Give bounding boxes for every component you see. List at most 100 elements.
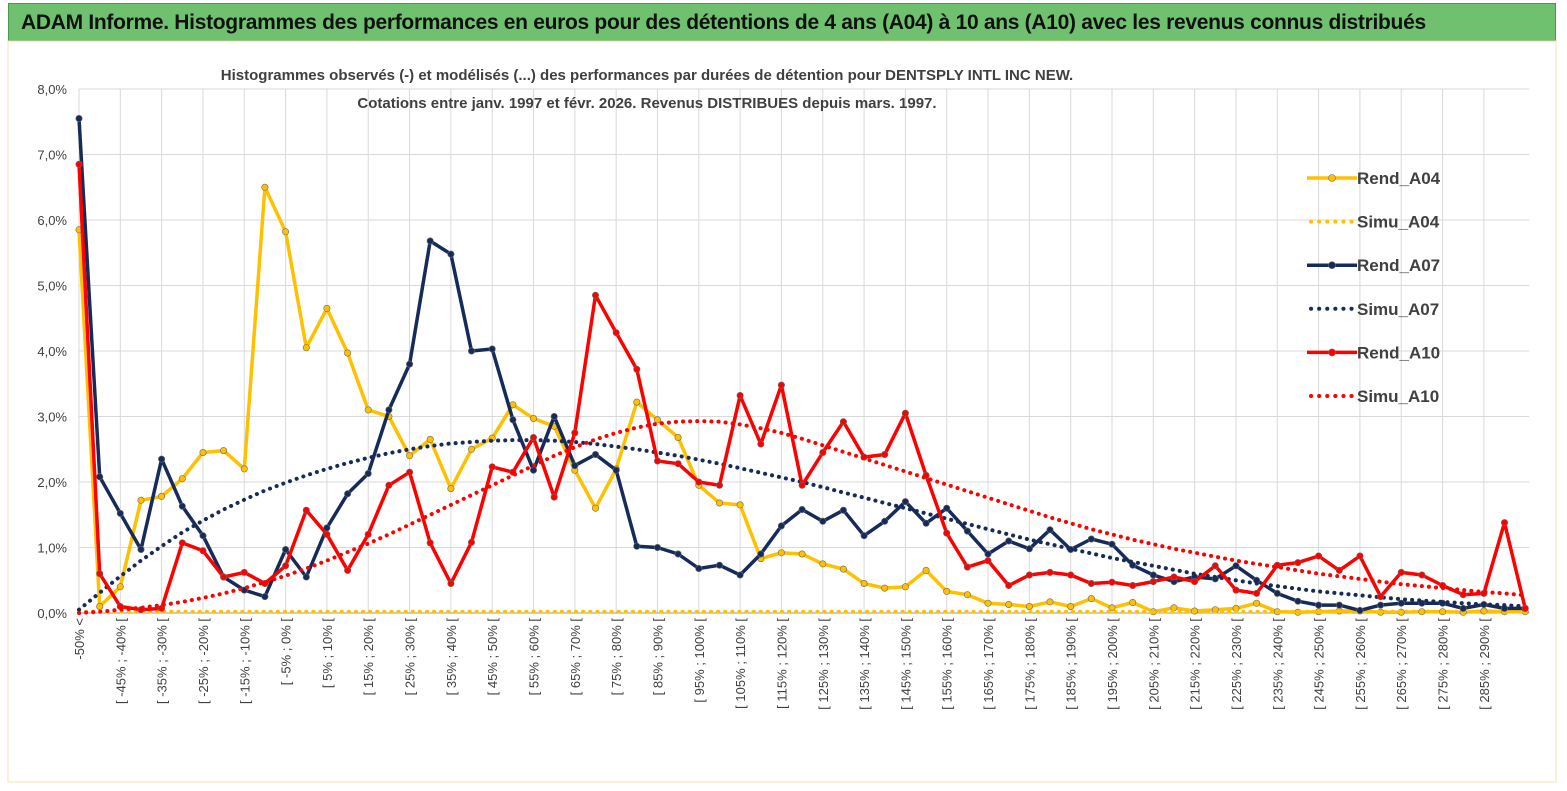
point-rend-a10: [550, 493, 558, 501]
point-rend-a04: [178, 475, 186, 483]
point-rend-a10: [757, 440, 765, 448]
point-rend-a07: [1459, 604, 1467, 612]
point-rend-a07: [674, 550, 682, 558]
point-rend-a10: [96, 570, 104, 578]
point-rend-a10: [1067, 571, 1075, 579]
legend-marker-rend-a04: [1328, 174, 1336, 182]
point-rend-a10: [984, 557, 992, 565]
point-rend-a07: [1087, 535, 1095, 543]
point-rend-a04: [96, 602, 104, 610]
point-rend-a10: [1232, 586, 1240, 594]
point-rend-a04: [323, 304, 331, 312]
point-rend-a10: [1108, 578, 1116, 586]
point-rend-a04: [901, 583, 909, 591]
x-tick-label: [ 215% ; 220% [: [1188, 618, 1203, 710]
legend-label-simu-a10: Simu_A10: [1357, 387, 1439, 406]
x-tick-label: [ 225% ; 230% [: [1229, 618, 1244, 710]
point-rend-a07: [96, 473, 104, 481]
point-rend-a07: [901, 498, 909, 506]
point-rend-a10: [901, 409, 909, 417]
y-tick-label: 0,0%: [37, 606, 67, 621]
point-rend-a07: [302, 573, 310, 581]
point-rend-a07: [591, 450, 599, 458]
y-axis: 0,0% 1,0% 2,0% 3,0% 4,0% 5,0% 6,0% 7,0% 8,0%: [37, 82, 67, 621]
point-rend-a10: [220, 573, 228, 581]
point-rend-a07: [1025, 545, 1033, 553]
x-tick-label: [ 255% ; 260% [: [1353, 618, 1368, 710]
x-tick-label: [ 155% ; 160% [: [940, 618, 955, 710]
point-rend-a07: [1356, 606, 1364, 614]
point-rend-a07: [509, 416, 517, 424]
point-rend-a10: [158, 604, 166, 612]
point-rend-a10: [240, 568, 248, 576]
point-rend-a07: [199, 532, 207, 540]
x-tick-label: [ 105% ; 110% [: [733, 618, 748, 709]
y-tick-label: 4,0%: [37, 344, 67, 359]
point-rend-a10: [426, 539, 434, 547]
point-rend-a10: [1377, 593, 1385, 601]
point-rend-a07: [860, 532, 868, 540]
point-rend-a10: [715, 481, 723, 489]
point-rend-a07: [1005, 537, 1013, 545]
point-rend-a07: [178, 502, 186, 510]
point-rend-a10: [591, 291, 599, 299]
point-rend-a04: [633, 398, 641, 406]
y-tick-label: 6,0%: [37, 213, 67, 228]
point-rend-a07: [1294, 597, 1302, 605]
point-rend-a10: [777, 381, 785, 389]
point-rend-a07: [75, 115, 83, 123]
x-tick-label: [ 245% ; 250% [: [1312, 618, 1327, 710]
point-rend-a10: [447, 579, 455, 587]
series-simu-a07: [77, 438, 1528, 612]
x-tick-label: [ 165% ; 170% [: [981, 618, 996, 710]
point-rend-a07: [633, 542, 641, 550]
point-rend-a07: [1149, 571, 1157, 579]
x-tick-label: [ 65% ; 70% [: [568, 618, 583, 696]
point-rend-a10: [633, 365, 641, 373]
point-rend-a07: [839, 506, 847, 514]
point-rend-a04: [674, 433, 682, 441]
x-tick-label: [ 85% ; 90% [: [650, 618, 665, 696]
legend-label-rend-a04: Rend_A04: [1357, 169, 1441, 188]
point-rend-a04: [1129, 598, 1137, 606]
x-tick-label: [ 285% ; 290% [: [1477, 618, 1492, 710]
point-rend-a04: [736, 501, 744, 509]
point-rend-a10: [943, 529, 951, 537]
point-rend-a10: [364, 530, 372, 538]
y-tick-label: 7,0%: [37, 148, 67, 163]
point-rend-a04: [220, 447, 228, 455]
point-rend-a07: [1335, 601, 1343, 609]
x-tick-label: [ 25% ; 30% [: [403, 618, 418, 696]
point-rend-a10: [674, 460, 682, 468]
point-rend-a10: [1315, 552, 1323, 560]
point-rend-a04: [591, 504, 599, 512]
point-rend-a07: [922, 519, 930, 527]
chart-subtitle: Cotations entre janv. 1997 et févr. 2026…: [357, 95, 936, 112]
point-rend-a07: [736, 571, 744, 579]
point-rend-a04: [137, 496, 145, 504]
x-tick-label: [ 175% ; 180% [: [1022, 618, 1037, 710]
x-tick-label: [ -35% ; -30% [: [155, 618, 170, 704]
series-simu-a10: [77, 419, 1528, 615]
x-tick-label: [ -5% ; 0% [: [279, 618, 294, 686]
point-rend-a04: [406, 452, 414, 460]
y-tick-label: 8,0%: [37, 82, 67, 97]
point-rend-a07: [467, 347, 475, 355]
point-rend-a10: [963, 563, 971, 571]
point-rend-a07: [426, 237, 434, 245]
point-rend-a07: [488, 345, 496, 353]
point-rend-a07: [1232, 562, 1240, 570]
point-rend-a10: [1129, 581, 1137, 589]
legend: Rend_A04 Simu_A04 Rend_A07 Simu_A07 Rend_A10…: [1307, 169, 1441, 406]
point-rend-a04: [1087, 595, 1095, 603]
point-rend-a07: [364, 469, 372, 477]
point-rend-a10: [1253, 589, 1261, 597]
point-rend-a04: [344, 349, 352, 357]
point-rend-a07: [984, 550, 992, 558]
point-rend-a10: [653, 457, 661, 465]
point-rend-a10: [736, 391, 744, 399]
point-rend-a04: [839, 565, 847, 573]
point-rend-a07: [777, 522, 785, 530]
point-rend-a10: [385, 481, 393, 489]
y-tick-label: 1,0%: [37, 541, 67, 556]
